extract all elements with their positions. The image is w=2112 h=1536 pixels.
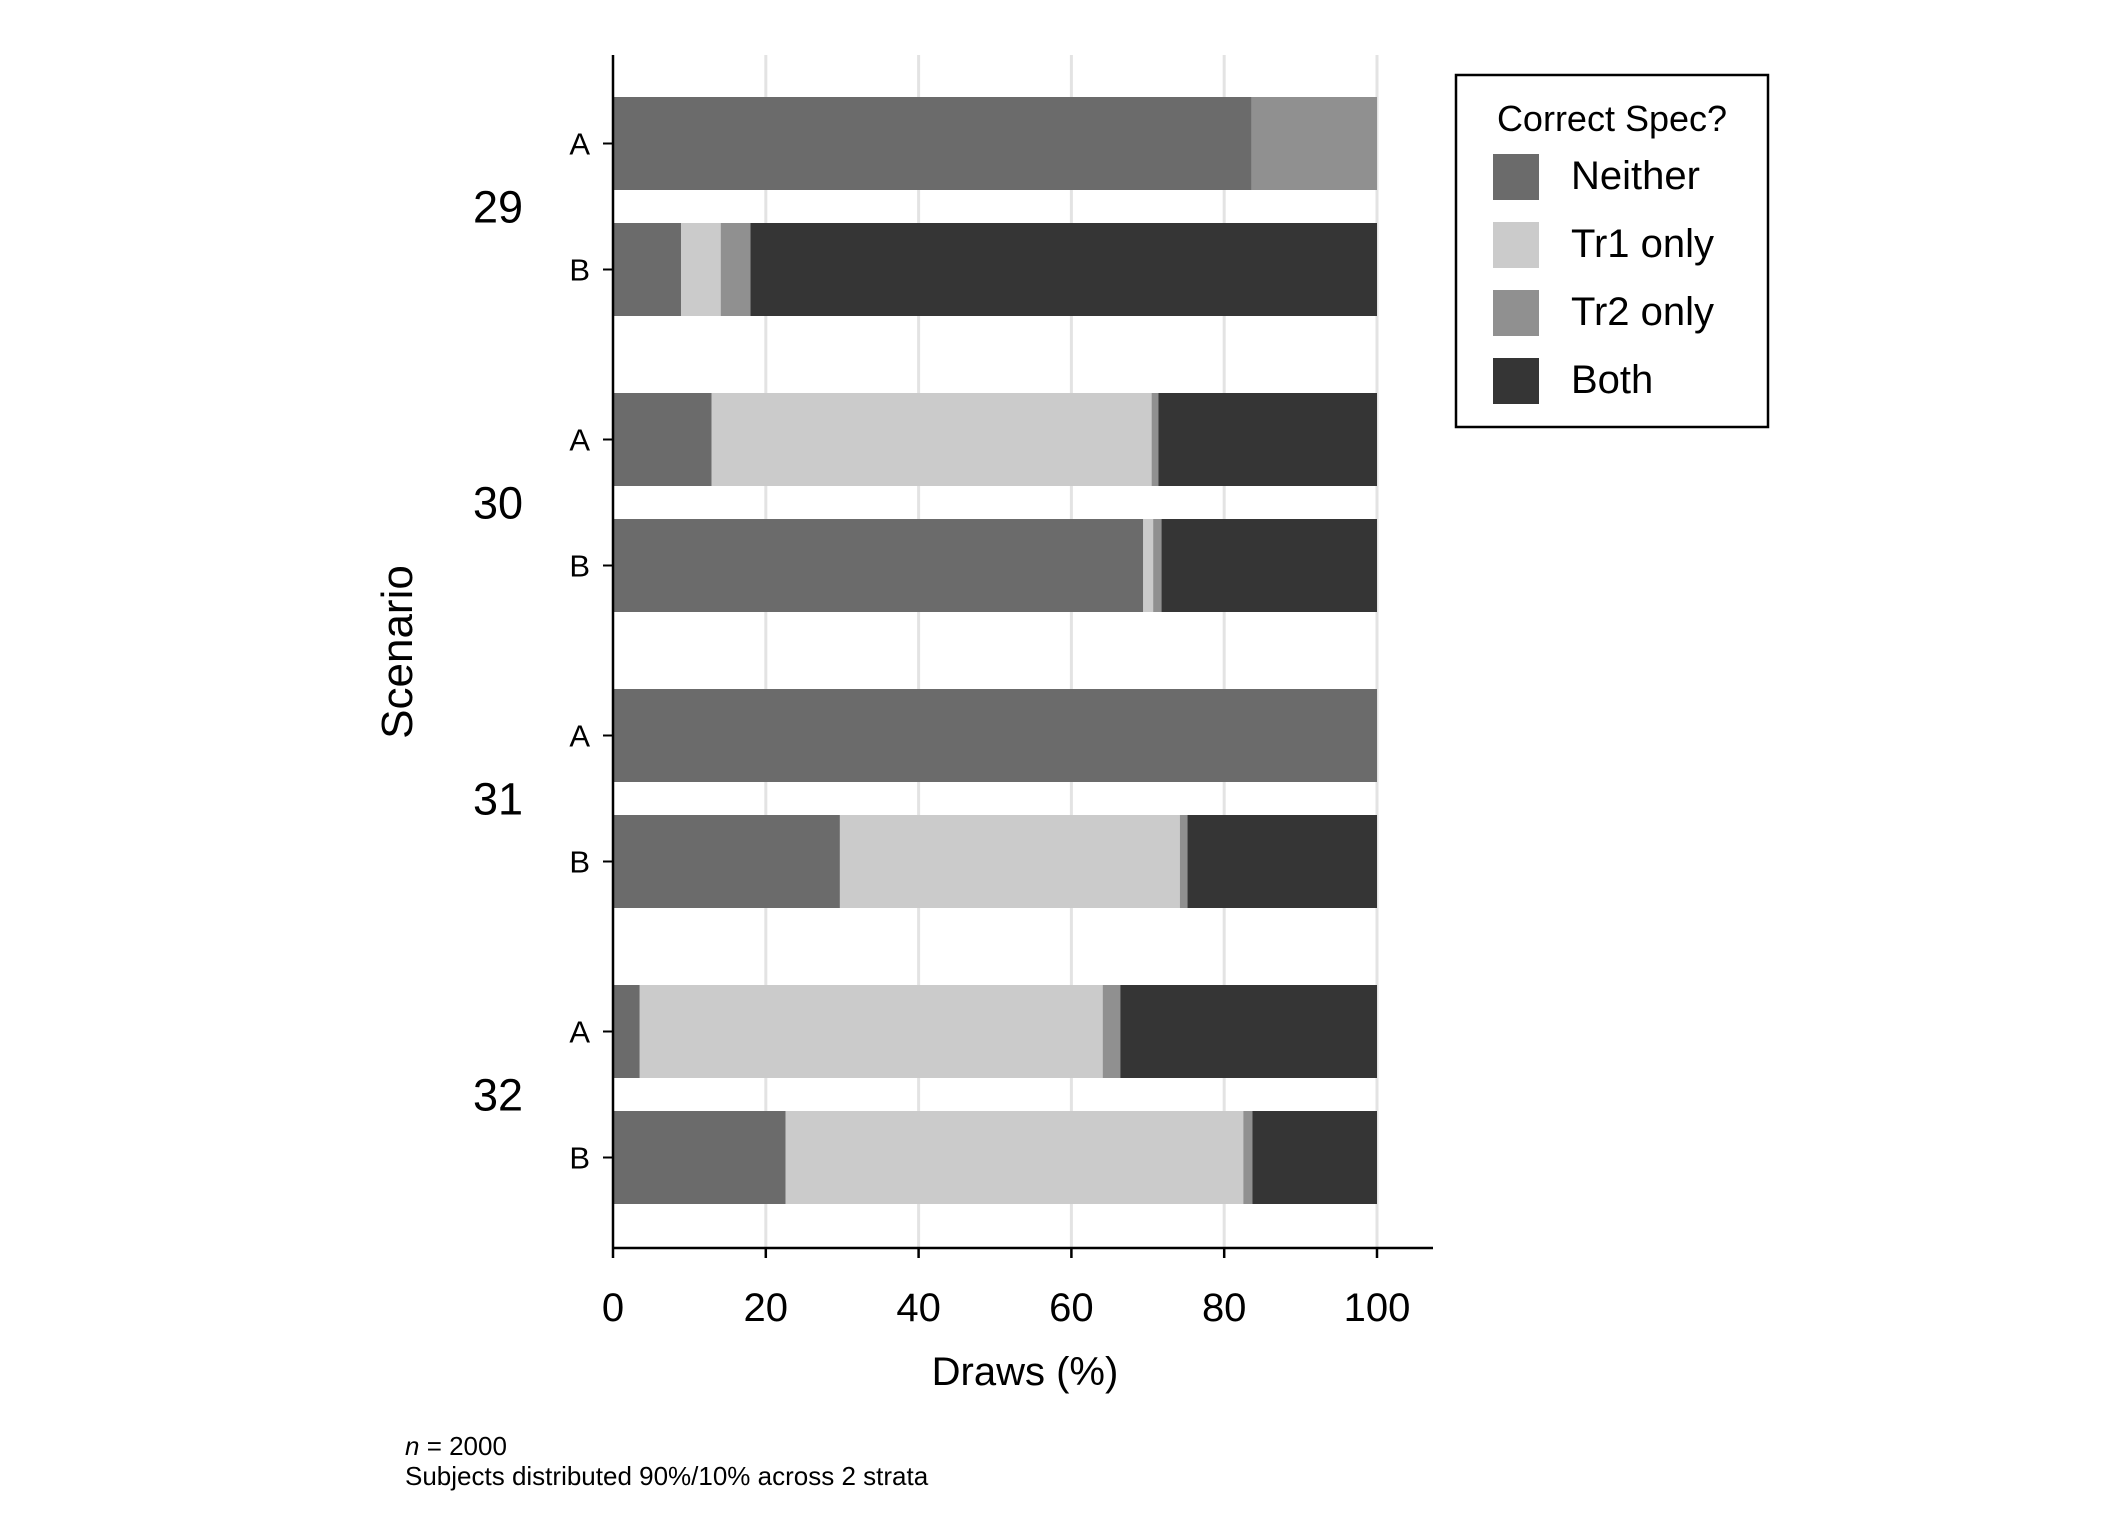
x-tick-label-60: 60 [1049, 1286, 1094, 1330]
bar-segment-30A-neither [613, 393, 712, 486]
bar-segment-32A-tr2-only [1102, 985, 1121, 1078]
x-axis-title: Draws (%) [932, 1350, 1119, 1394]
legend-swatch-both [1493, 358, 1539, 404]
sample-size-note: n = 2000 [405, 1431, 507, 1461]
bar-segment-32A-tr1-only [639, 985, 1103, 1078]
bar-segment-30A-tr1-only [711, 393, 1152, 486]
legend-swatch-tr2-only [1493, 290, 1539, 336]
legend-swatch-neither [1493, 154, 1539, 200]
y-axis-labels: A B 29 A B 30 A B 31 A B 32 [473, 127, 613, 1176]
category-label-29B: B [569, 253, 590, 288]
legend-title: Correct Spec? [1497, 98, 1727, 139]
category-label-30A: A [569, 423, 590, 458]
legend-label-both: Both [1571, 358, 1653, 402]
legend: Correct Spec? Neither Tr1 only Tr2 only Bot… [1454, 73, 1770, 429]
n-symbol: n [405, 1431, 420, 1461]
legend-label-tr1-only: Tr1 only [1571, 222, 1714, 266]
bar-segment-32A-neither [613, 985, 640, 1078]
bar-segment-30B-tr2-only [1153, 519, 1162, 612]
bar-segment-29B-neither [613, 223, 681, 316]
bar-segment-29B-both [750, 223, 1377, 316]
category-label-31B: B [569, 845, 590, 880]
x-tick-label-0: 0 [602, 1286, 624, 1330]
bar-segment-31A-neither [613, 689, 1377, 782]
legend-swatch-tr1-only [1493, 222, 1539, 268]
bar-segment-29B-tr1-only [680, 223, 721, 316]
bar-segment-30B-neither [613, 519, 1144, 612]
strata-note: Subjects distributed 90%/10% across 2 st… [405, 1461, 929, 1491]
bars [613, 97, 1377, 1204]
group-label-30: 30 [473, 478, 523, 529]
bar-segment-32B-neither [613, 1111, 786, 1204]
bar-segment-29B-tr2-only [720, 223, 751, 316]
category-label-31A: A [569, 719, 590, 754]
x-tick-label-100: 100 [1344, 1286, 1411, 1330]
bar-segment-30A-tr2-only [1151, 393, 1159, 486]
group-label-32: 32 [473, 1070, 523, 1121]
bar-segment-31B-tr2-only [1179, 815, 1188, 908]
legend-entries: Neither Tr1 only Tr2 only Both [1493, 154, 1714, 404]
bar-segment-31B-tr1-only [839, 815, 1180, 908]
bar-segment-30B-tr1-only [1143, 519, 1154, 612]
category-label-30B: B [569, 549, 590, 584]
group-label-29: 29 [473, 182, 523, 233]
n-value: = 2000 [419, 1431, 507, 1461]
category-label-29A: A [569, 127, 590, 162]
bar-segment-29A-tr2-only [1251, 97, 1377, 190]
category-label-32B: B [569, 1141, 590, 1176]
bar-segment-32B-tr1-only [785, 1111, 1244, 1204]
y-axis-title: Scenario [373, 565, 422, 739]
category-label-32A: A [569, 1015, 590, 1050]
axes [611, 55, 1433, 1250]
bar-segment-30A-both [1158, 393, 1377, 486]
group-label-31: 31 [473, 774, 523, 825]
x-axis-ticks: 0 20 40 60 80 100 [602, 1248, 1411, 1330]
bar-segment-31B-both [1187, 815, 1377, 908]
legend-label-tr2-only: Tr2 only [1571, 290, 1714, 334]
legend-label-neither: Neither [1571, 154, 1700, 198]
bar-segment-29A-neither [613, 97, 1252, 190]
bar-segment-31B-neither [613, 815, 840, 908]
x-tick-label-80: 80 [1202, 1286, 1247, 1330]
x-tick-label-20: 20 [744, 1286, 789, 1330]
bar-segment-32B-both [1252, 1111, 1377, 1204]
bar-segment-30B-both [1161, 519, 1377, 612]
x-tick-label-40: 40 [896, 1286, 941, 1330]
bar-segment-32A-both [1120, 985, 1377, 1078]
bar-segment-32B-tr2-only [1243, 1111, 1253, 1204]
